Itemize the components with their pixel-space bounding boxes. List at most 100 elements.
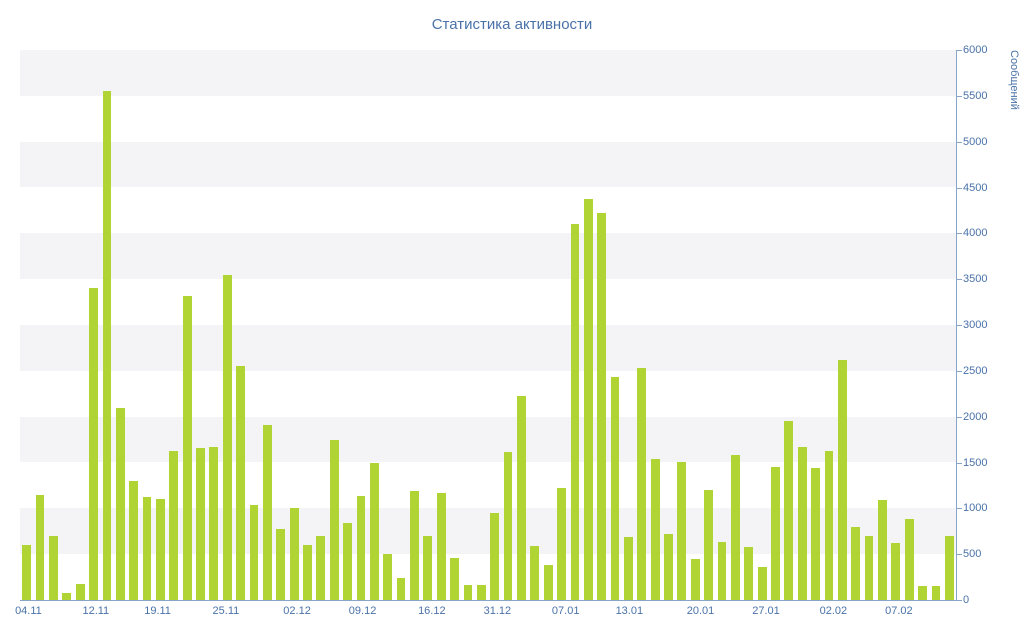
bar	[262, 424, 272, 600]
bar	[824, 450, 834, 600]
bar	[690, 558, 700, 600]
background-band	[20, 370, 956, 417]
bar	[717, 542, 727, 600]
bar	[289, 508, 299, 600]
bar	[623, 536, 633, 600]
bar	[837, 359, 847, 600]
y-tick-mark	[957, 325, 962, 326]
bar	[677, 461, 687, 600]
x-tick-label: 07.02	[885, 605, 913, 617]
bar	[316, 535, 326, 600]
x-tick-label: 04.11	[15, 605, 42, 617]
bar	[570, 224, 580, 600]
bar	[436, 492, 446, 600]
y-tick-label: 1500	[963, 456, 988, 469]
bar	[557, 488, 566, 600]
bar	[276, 528, 286, 600]
y-tick-mark	[957, 370, 962, 372]
y-tick-label: 2500	[963, 364, 988, 377]
bar	[222, 274, 232, 600]
bar	[543, 565, 553, 600]
bar	[423, 535, 433, 600]
bar	[169, 450, 179, 600]
bar	[463, 585, 473, 600]
bar	[864, 535, 874, 600]
bar	[369, 463, 379, 600]
background-band	[20, 233, 956, 280]
bar	[664, 534, 673, 600]
y-axis-title: Сообщений	[1008, 50, 1020, 110]
bar	[918, 586, 927, 600]
bar	[878, 500, 887, 600]
x-tick-label: 25.11	[212, 605, 240, 617]
bar	[102, 91, 112, 600]
bar	[650, 458, 660, 600]
y-tick-label: 500	[963, 548, 982, 561]
y-tick-label: 0	[963, 594, 970, 606]
bar	[236, 366, 246, 600]
x-tick-label: 13.01	[615, 605, 644, 617]
y-tick-mark	[957, 187, 962, 189]
bar	[182, 295, 192, 600]
bar	[142, 497, 152, 600]
y-tick-mark	[957, 50, 962, 51]
bar	[610, 377, 620, 600]
x-tick-label: 19.11	[144, 605, 171, 617]
bar	[583, 198, 593, 600]
background-band	[20, 325, 956, 371]
bar	[851, 526, 861, 600]
x-tick-label: 20.01	[686, 605, 715, 617]
bar	[249, 504, 259, 600]
bar	[517, 395, 526, 600]
y-tick-label: 4500	[963, 181, 988, 194]
background-band	[20, 141, 956, 188]
bar	[115, 407, 125, 600]
bar	[744, 546, 754, 600]
y-tick-mark	[957, 141, 962, 143]
y-tick-label: 3000	[963, 319, 988, 331]
bar	[49, 535, 58, 600]
background-band	[20, 279, 956, 325]
bar	[797, 446, 807, 600]
y-tick-mark	[957, 462, 962, 464]
background-band	[20, 50, 956, 96]
y-tick-mark	[957, 554, 962, 556]
plot-area	[20, 50, 957, 601]
x-tick-label: 12.11	[82, 605, 110, 617]
bar	[490, 512, 500, 600]
bar	[944, 535, 954, 600]
x-tick-label: 31.12	[483, 605, 512, 617]
x-tick-label: 09.12	[348, 605, 377, 617]
x-tick-label: 16.12	[418, 605, 446, 617]
y-tick-mark	[957, 95, 962, 97]
bar	[209, 446, 219, 600]
bar	[396, 578, 406, 600]
bar	[476, 585, 486, 600]
bar	[62, 592, 72, 600]
chart-title: Статистика активности	[431, 16, 593, 33]
background-band	[20, 95, 956, 142]
y-axis-tick-labels: 0 500 1000 1500 2000 2500 3000 3500 4000 4500 5000…	[963, 44, 1003, 606]
y-tick-label: 5500	[963, 89, 988, 102]
bar	[155, 499, 165, 600]
bar	[597, 213, 607, 600]
y-tick-mark	[957, 279, 962, 281]
x-tick-label: 27.01	[752, 605, 780, 617]
bar	[637, 368, 647, 600]
bar	[383, 554, 393, 600]
bar	[891, 543, 901, 600]
bar	[503, 451, 513, 600]
x-tick-label: 02.02	[819, 605, 848, 617]
bar	[904, 519, 914, 600]
bar	[35, 494, 45, 600]
x-tick-label: 02.12	[283, 605, 311, 617]
bar	[530, 545, 540, 600]
y-tick-label: 5000	[963, 135, 988, 148]
bar	[784, 421, 794, 600]
bar	[75, 584, 85, 600]
y-tick-mark	[957, 508, 962, 510]
bar	[757, 567, 767, 600]
bar	[704, 490, 714, 600]
bar	[343, 523, 352, 600]
